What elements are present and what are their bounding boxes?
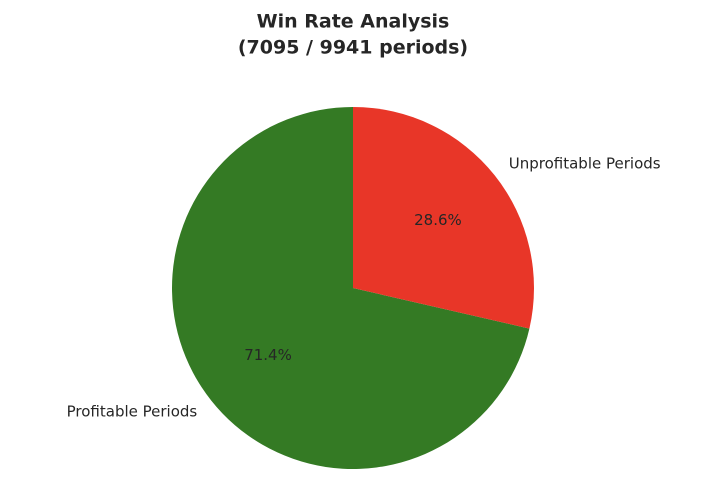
pie-slice [353, 107, 534, 329]
chart-title: Win Rate Analysis [257, 11, 450, 33]
pie-slice [171, 107, 530, 470]
chart-subtitle: (7095 / 9941 periods) [238, 37, 468, 59]
slice-label: Unprofitable Periods [509, 155, 661, 173]
percent-label: 28.6% [414, 211, 462, 229]
percent-label: 71.4% [244, 346, 292, 364]
slice-label: Profitable Periods [67, 402, 198, 420]
